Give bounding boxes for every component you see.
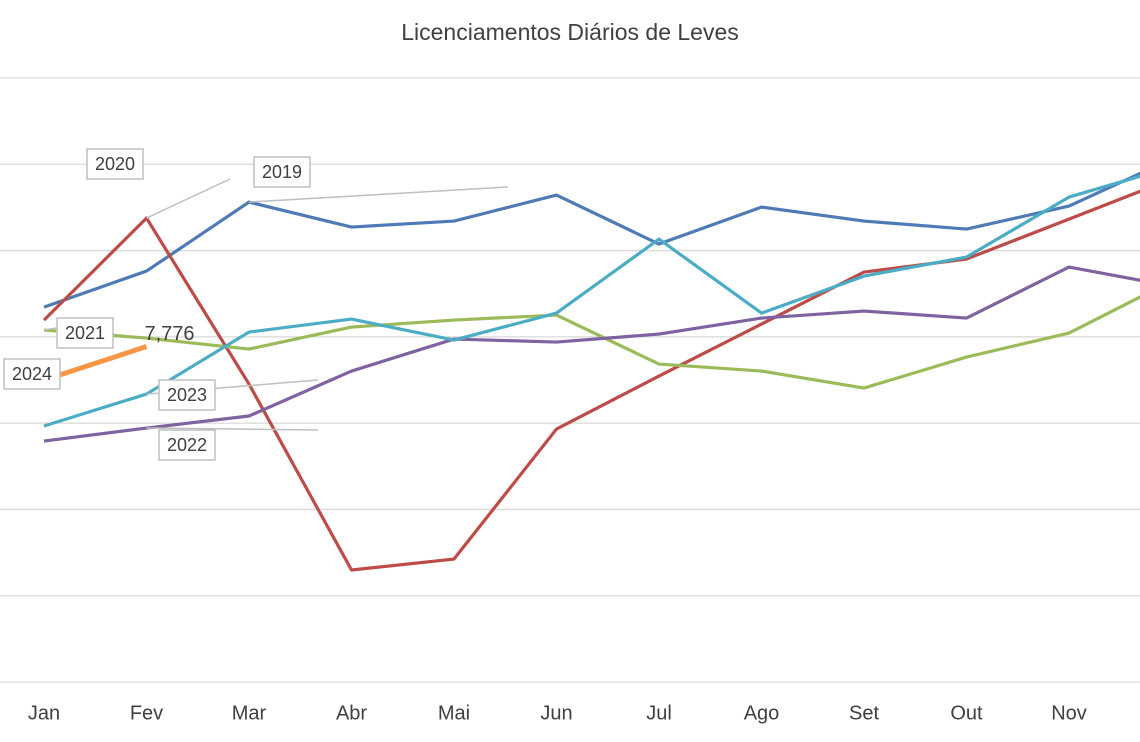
x-tick-label: Mai [438, 702, 470, 724]
legend-label: 2019 [262, 162, 302, 182]
series-line [43, 295, 1140, 390]
x-tick-label: Mar [232, 702, 267, 724]
x-tick-label: Jul [646, 702, 672, 724]
callout-leader [146, 178, 231, 219]
x-tick-label: Nov [1051, 702, 1087, 724]
legend-label: 2022 [167, 435, 207, 455]
series-callout: 2021 [43, 317, 115, 349]
x-tick-label: Jan [28, 702, 60, 724]
series-line [43, 344, 148, 383]
legend-label: 2023 [167, 385, 207, 405]
x-tick-label: Jun [540, 702, 572, 724]
series-line [43, 265, 1140, 443]
series-callout: 2019 [248, 156, 509, 203]
data-label: 7,776 [145, 323, 195, 345]
x-tick-label: Abr [336, 702, 367, 724]
x-tick-label: Set [849, 702, 879, 724]
callout-box [158, 379, 216, 411]
series-line [42, 189, 1140, 572]
series-line [43, 174, 1140, 428]
chart-title: Licenciamentos Diários de Leves [401, 19, 739, 45]
callout-box [253, 156, 311, 188]
callout-leader [146, 427, 319, 431]
x-tick-label: Fev [130, 702, 163, 724]
series-callout: 2022 [146, 427, 319, 461]
x-tick-label: Ago [744, 702, 780, 724]
series-callout: 2024 [3, 358, 61, 390]
legend-label: 2021 [65, 323, 105, 343]
callout-box [158, 429, 216, 461]
series-line [43, 171, 1140, 309]
legend-label: 2020 [95, 154, 135, 174]
plot-area: Jan Fev Mar Abr Mai Jun Jul Ago Set Out Nov 7,776 20… [0, 77, 1140, 724]
series-callout: 2023 [146, 379, 319, 411]
callout-box [3, 358, 61, 390]
legend-label: 2024 [12, 364, 52, 384]
series-callout: 2020 [86, 148, 231, 219]
callout-box [86, 148, 144, 180]
callout-leader [248, 186, 509, 203]
x-tick-label: Out [950, 702, 983, 724]
callout-box [56, 317, 114, 349]
